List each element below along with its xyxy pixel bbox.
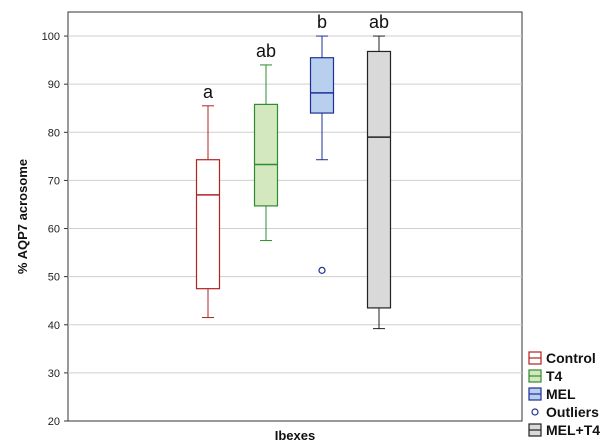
iqr-box — [195, 159, 221, 290]
y-tick-label: 60 — [48, 224, 60, 236]
legend-item: MEL — [528, 386, 576, 402]
y-tick-label: 100 — [42, 31, 60, 43]
legend-outlier-marker — [531, 408, 539, 416]
y-tick-label: 20 — [48, 416, 60, 428]
y-tick-label: 80 — [48, 127, 60, 139]
gridlines — [68, 35, 522, 374]
legend-label: Control — [546, 350, 596, 366]
y-axis: 20 30 40 50 60 70 80 90 100 — [42, 31, 68, 428]
iqr-box — [253, 103, 279, 207]
y-tick-label: 90 — [48, 79, 60, 91]
legend-label: Outliers — [546, 404, 599, 420]
legend-label: T4 — [546, 368, 563, 384]
outlier-point — [318, 266, 326, 274]
significance-label: ab — [369, 12, 389, 32]
box-t4: ab — [253, 41, 279, 242]
box-mel: b — [309, 12, 335, 274]
y-tick-label: 50 — [48, 272, 60, 284]
plot-frame — [67, 11, 523, 422]
y-tick-label: 70 — [48, 175, 60, 187]
significance-label: b — [317, 12, 327, 32]
iqr-box — [366, 50, 392, 309]
significance-label: ab — [256, 41, 276, 61]
y-tick-label: 30 — [48, 368, 60, 380]
iqr-box — [309, 57, 335, 114]
box-mel-t4: ab — [366, 12, 392, 330]
legend-label: MEL+T4 — [546, 422, 600, 438]
legend-label: MEL — [546, 386, 576, 402]
y-tick-label: 40 — [48, 320, 60, 332]
box-control: a — [195, 82, 221, 319]
x-axis-label: Ibexes — [275, 428, 315, 443]
legend-item: T4 — [528, 368, 563, 384]
legend: Control T4 MEL Outliers MEL+T4 — [528, 350, 600, 438]
legend-item: MEL+T4 — [528, 422, 600, 438]
significance-label: a — [203, 82, 214, 102]
boxes: a ab b ab — [195, 12, 392, 330]
legend-item: Control — [528, 350, 596, 366]
legend-item: Outliers — [531, 404, 599, 420]
y-axis-label: % AQP7 acrosome — [15, 159, 30, 274]
